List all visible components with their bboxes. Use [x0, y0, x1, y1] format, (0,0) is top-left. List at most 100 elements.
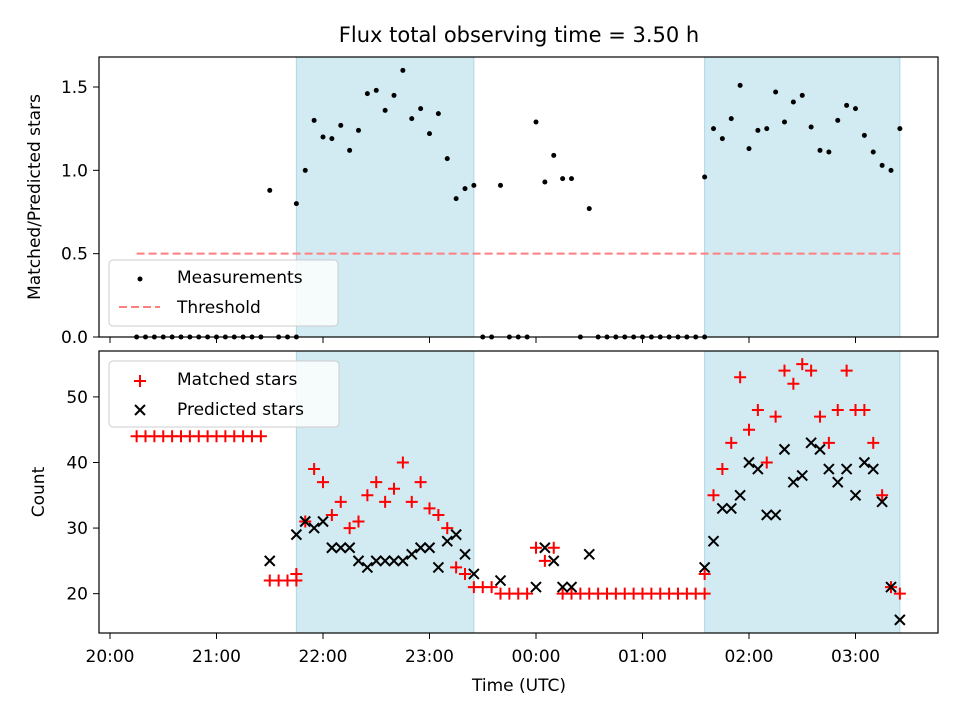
measurement-point — [435, 111, 441, 117]
measurement-point — [853, 106, 858, 112]
matched-star-point — [805, 364, 818, 377]
measurement-point — [790, 99, 796, 105]
measurement-point — [773, 89, 779, 95]
matched-star-point — [325, 508, 338, 521]
predicted-star-point — [414, 542, 427, 554]
predicted-star-point — [450, 528, 462, 541]
predicted-star-point — [388, 555, 400, 567]
measurement-point — [782, 119, 787, 125]
measurement-point — [728, 116, 734, 122]
legend-matched-marker — [134, 375, 146, 387]
predicted-star-point — [556, 581, 569, 593]
measurement-point — [409, 116, 415, 122]
matched-star-point — [787, 377, 800, 390]
measurement-point — [427, 131, 432, 137]
matched-star-point — [769, 410, 782, 423]
measurement-point — [347, 147, 353, 153]
count-observing-window-2 — [704, 350, 901, 634]
predicted-star-point — [743, 456, 755, 469]
measurement-point — [302, 167, 308, 173]
ratio-plot-frame — [98, 56, 939, 338]
ratio-legend-box — [108, 259, 339, 327]
legend-threshold-label: Threshold — [176, 298, 261, 318]
measurement-point — [844, 102, 850, 108]
measurement-point — [498, 182, 503, 188]
predicted-star-point — [716, 502, 729, 515]
predicted-star-point — [894, 614, 906, 626]
matched-star-point — [388, 482, 400, 495]
measurement-point — [311, 117, 317, 123]
predicted-star-point — [352, 555, 365, 567]
matched-star-point — [521, 587, 534, 600]
count-x-tick-label: 23:00 — [405, 647, 454, 667]
matched-star-point — [822, 436, 835, 449]
count-x-tick-label: 03:00 — [831, 647, 880, 667]
predicted-star-point — [761, 509, 773, 521]
matched-star-point — [538, 554, 551, 567]
predicted-star-point — [494, 574, 507, 587]
matched-star-point — [441, 522, 454, 535]
predicted-star-point — [796, 469, 808, 482]
count-panel: 20 30 40 50 20:00 21:00 22:00 23:00 00:00 01:00 0… — [29, 350, 939, 696]
matched-star-point — [450, 561, 463, 574]
matched-star-point — [485, 581, 498, 594]
ratio-y-tick-label: 0.5 — [61, 245, 88, 265]
matched-star-point — [308, 463, 321, 476]
matched-star-point — [893, 587, 906, 600]
predicted-star-point — [583, 548, 595, 561]
count-y-tick-label: 20 — [66, 585, 88, 605]
ratio-legend: Measurements Threshold — [108, 259, 339, 327]
predicted-star-point — [805, 437, 817, 449]
measurement-point — [320, 134, 326, 140]
measurement-point — [569, 176, 574, 182]
ratio-panel: 0.0 0.5 1.0 1.5 Matched/Predicted stars Mea… — [25, 56, 939, 348]
measurement-point — [373, 87, 379, 93]
matched-star-point — [751, 404, 764, 417]
predicted-star-point — [539, 542, 551, 554]
measurement-point — [400, 67, 406, 73]
predicted-star-point — [290, 528, 303, 541]
count-x-tick-label: 20:00 — [86, 647, 135, 667]
predicted-star-point — [734, 489, 746, 501]
predicted-star-point — [423, 542, 436, 554]
count-x-tick-label: 22:00 — [299, 647, 348, 667]
predicted-star-point — [698, 561, 711, 574]
matched-star-point — [831, 404, 844, 417]
matched-star-point — [352, 515, 365, 528]
measurement-point — [364, 91, 370, 97]
predicted-star-point — [849, 489, 862, 501]
matched-star-point — [370, 476, 383, 489]
measurement-point — [391, 92, 397, 98]
predicted-star-point — [867, 463, 879, 475]
count-y-axis-label: Count — [29, 466, 49, 517]
measurement-point — [826, 149, 832, 155]
predicted-star-point — [778, 443, 791, 456]
measurement-point — [799, 92, 805, 98]
predicted-star-point — [379, 555, 391, 567]
predicted-star-point — [752, 463, 764, 475]
ratio-y-axis-label: Matched/Predicted stars — [25, 94, 45, 300]
predicted-star-point — [335, 542, 347, 554]
measurement-point — [453, 196, 459, 202]
predicted-star-point — [432, 561, 445, 574]
matched-star-point — [379, 495, 392, 508]
measurement-point — [293, 201, 299, 207]
measurement-point — [338, 122, 344, 128]
measurement-point — [542, 179, 548, 185]
matched-star-point — [334, 495, 347, 508]
measurement-point — [897, 126, 903, 132]
measurement-point — [329, 136, 335, 142]
predicted-star-point — [264, 555, 276, 567]
ratio-y-tick-label: 1.0 — [61, 161, 88, 181]
predicted-star-point — [530, 581, 542, 593]
predicted-star-point — [397, 555, 409, 567]
count-legend: Matched stars Predicted stars — [108, 360, 340, 428]
predicted-star-point — [787, 476, 800, 488]
measurement-point — [471, 182, 477, 188]
matched-star-point — [423, 502, 436, 515]
measurement-point — [764, 126, 770, 132]
count-y-tick-label: 40 — [66, 453, 88, 473]
predicted-star-point — [565, 581, 578, 593]
legend-matched-label: Matched stars — [177, 370, 297, 390]
matched-star-point — [361, 489, 374, 502]
